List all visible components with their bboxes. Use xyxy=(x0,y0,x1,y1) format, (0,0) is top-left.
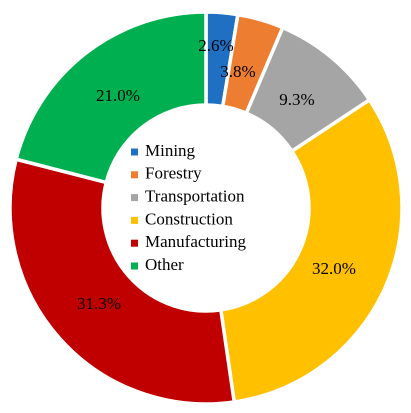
legend-swatch-construction xyxy=(131,216,138,224)
slice-construction xyxy=(218,97,404,404)
legend-label-other: Other xyxy=(145,255,184,274)
legend-swatch-forestry xyxy=(131,171,138,179)
legend: Mining Forestry Transportation Construction… xyxy=(131,141,247,274)
data-label-mining: 2.6% xyxy=(198,36,233,55)
legend-label-transportation: Transportation xyxy=(145,187,245,206)
legend-label-mining: Mining xyxy=(145,141,196,160)
legend-swatch-manufacturing xyxy=(131,239,138,247)
data-label-other: 21.0% xyxy=(96,86,140,105)
legend-label-construction: Construction xyxy=(145,209,233,228)
slice-other xyxy=(14,10,208,185)
legend-item-transportation: Transportation xyxy=(131,187,245,206)
legend-item-construction: Construction xyxy=(131,209,233,228)
legend-swatch-transportation xyxy=(131,194,138,202)
legend-swatch-mining xyxy=(131,148,138,156)
percentage-labels: 2.6% 3.8% 9.3% 32.0% 31.3% 21.0% xyxy=(77,36,356,313)
data-label-transportation: 9.3% xyxy=(279,90,314,109)
slice-manufacturing xyxy=(8,157,237,406)
legend-item-other: Other xyxy=(131,255,184,274)
legend-swatch-other xyxy=(131,262,138,270)
legend-item-mining: Mining xyxy=(131,141,196,160)
legend-item-manufacturing: Manufacturing xyxy=(131,232,247,251)
data-label-manufacturing: 31.3% xyxy=(77,294,121,313)
data-label-forestry: 3.8% xyxy=(220,62,255,81)
slices xyxy=(8,10,404,406)
legend-label-manufacturing: Manufacturing xyxy=(145,232,247,251)
legend-label-forestry: Forestry xyxy=(145,164,202,183)
legend-item-forestry: Forestry xyxy=(131,164,202,183)
data-label-construction: 32.0% xyxy=(312,259,356,278)
